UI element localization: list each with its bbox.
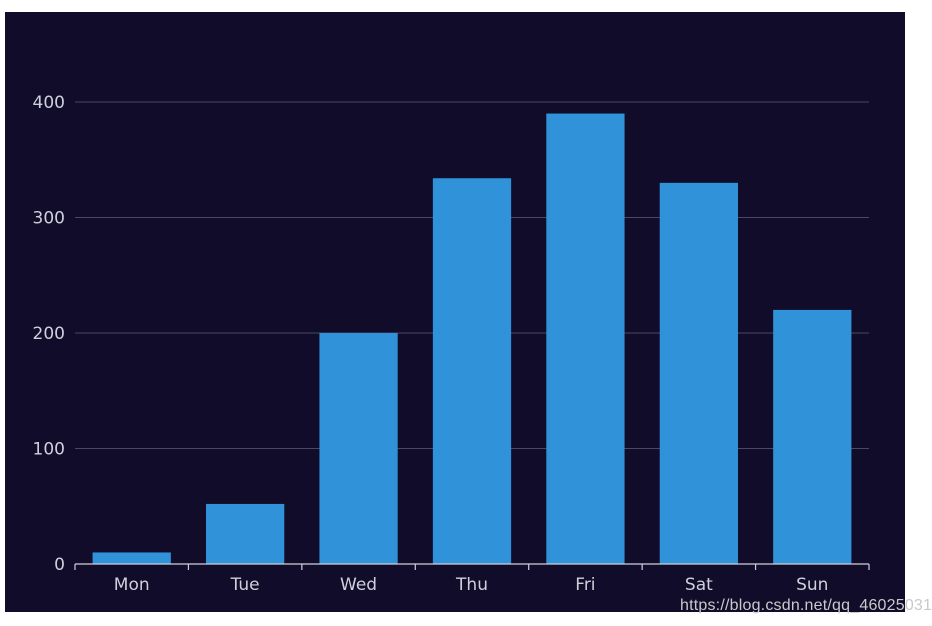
- x-tick-label: Fri: [575, 575, 595, 595]
- bar-sat[interactable]: [659, 182, 738, 564]
- x-axis-tick-labels: Mon Tue Wed Thu Fri Sat Sun: [114, 575, 829, 595]
- y-tick-label: 100: [33, 440, 65, 460]
- x-tick-label: Sun: [796, 575, 828, 595]
- y-tick-label: 200: [33, 324, 65, 344]
- y-tick-label: 300: [33, 209, 65, 229]
- x-tick-label: Mon: [114, 575, 150, 595]
- bars: [92, 113, 852, 565]
- bar-mon[interactable]: [92, 552, 171, 564]
- x-tick-label: Thu: [455, 575, 488, 595]
- x-tick-label: Wed: [340, 575, 377, 595]
- y-axis-tick-labels: 0 100 200 300 400: [33, 93, 65, 575]
- bar-fri[interactable]: [546, 113, 625, 565]
- bar-chart: 0 100 200 300 400 Mon Tue Wed Thu Fri Sat Sun: [33, 93, 870, 595]
- bar-thu[interactable]: [432, 178, 512, 565]
- y-tick-label: 400: [33, 93, 65, 113]
- bar-sun[interactable]: [773, 309, 852, 564]
- y-tick-label: 0: [54, 555, 65, 575]
- watermark-text: https://blog.csdn.net/qq_46025031: [680, 597, 932, 614]
- bar-tue[interactable]: [206, 503, 285, 564]
- bar-wed[interactable]: [319, 333, 398, 564]
- x-axis: [74, 563, 870, 570]
- chart-panel: 0 100 200 300 400 Mon Tue Wed Thu Fri Sat Sun: [5, 12, 905, 612]
- x-tick-label: Tue: [230, 575, 260, 595]
- x-tick-label: Sat: [685, 575, 713, 595]
